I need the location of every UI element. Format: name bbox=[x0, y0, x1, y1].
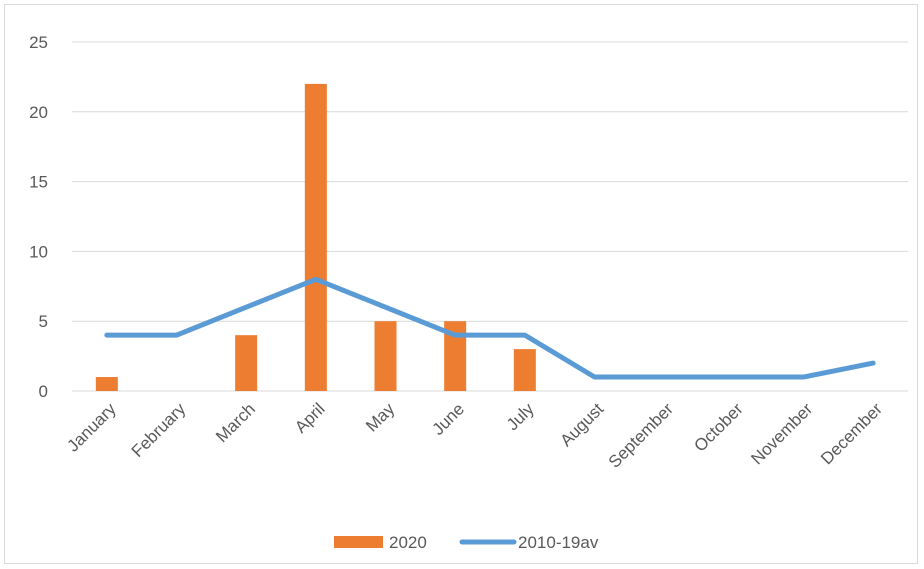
x-tick-label: January bbox=[63, 399, 120, 456]
bar-march bbox=[235, 335, 258, 391]
y-tick-label: 10 bbox=[29, 242, 48, 261]
x-tick-label: June bbox=[428, 399, 468, 439]
bar-july bbox=[513, 349, 536, 391]
x-tick-label: September bbox=[605, 399, 677, 471]
bar-april bbox=[304, 83, 327, 391]
legend-label-2010-19av: 2010-19av bbox=[518, 533, 599, 552]
y-tick-label: 5 bbox=[39, 312, 48, 331]
bar-january bbox=[95, 377, 118, 391]
legend: 2020 2010-19av bbox=[334, 533, 599, 552]
y-tick-label: 0 bbox=[39, 382, 48, 401]
legend-swatch-2020 bbox=[334, 536, 383, 548]
x-tick-label: April bbox=[291, 399, 328, 436]
x-tick-label: March bbox=[212, 399, 259, 446]
x-tick-label: October bbox=[690, 399, 746, 455]
chart-frame bbox=[4, 4, 918, 564]
line-2010-19av bbox=[104, 276, 876, 380]
x-tick-label: November bbox=[747, 399, 816, 468]
y-axis-ticks: 0 5 10 15 20 25 bbox=[29, 33, 48, 401]
gridlines bbox=[72, 41, 908, 392]
bar-may bbox=[374, 321, 397, 391]
legend-label-2020: 2020 bbox=[389, 533, 427, 552]
y-tick-label: 25 bbox=[29, 33, 48, 52]
x-tick-label: July bbox=[503, 399, 538, 434]
y-tick-label: 20 bbox=[29, 103, 48, 122]
x-tick-label: December bbox=[817, 399, 886, 468]
y-tick-label: 15 bbox=[29, 173, 48, 192]
bar-series-2020 bbox=[95, 83, 536, 391]
x-axis-ticks: January February March April May June July Augu… bbox=[63, 399, 886, 472]
x-tick-label: August bbox=[556, 399, 607, 450]
x-tick-label: May bbox=[362, 399, 398, 435]
bar-june bbox=[444, 321, 467, 391]
x-tick-label: February bbox=[128, 399, 190, 461]
line-series-2010-19av bbox=[104, 276, 876, 380]
